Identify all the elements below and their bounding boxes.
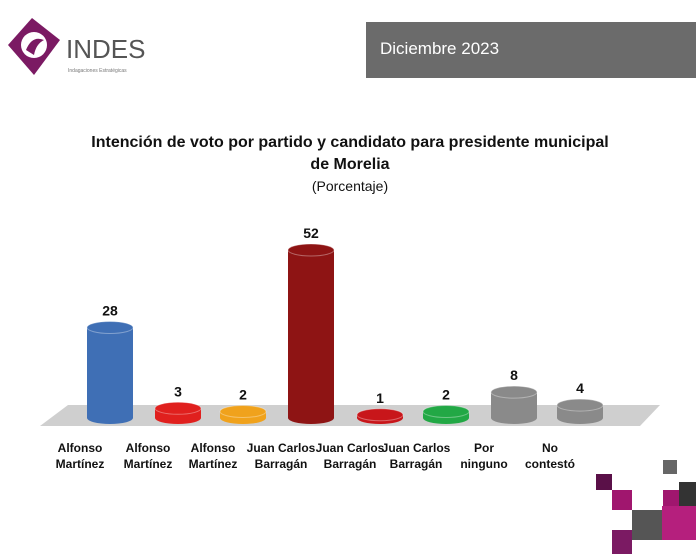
bar bbox=[219, 405, 267, 424]
value-label: 52 bbox=[303, 225, 319, 241]
bar bbox=[422, 405, 470, 424]
value-label: 2 bbox=[442, 387, 450, 403]
date: Diciembre 2023 bbox=[380, 39, 499, 58]
x-tick-label: No contestó bbox=[524, 441, 575, 471]
x-tick-label: Juan Carlos Barragán bbox=[246, 441, 316, 471]
tagline: Indagaciones Estratégicas bbox=[68, 68, 127, 74]
bar bbox=[490, 385, 538, 424]
x-tick-label: Por ninguno bbox=[460, 441, 508, 471]
bar bbox=[86, 321, 134, 424]
value-label: 4 bbox=[576, 380, 584, 396]
value-label: 8 bbox=[510, 367, 518, 383]
value-label: 2 bbox=[239, 387, 247, 403]
value-label: 28 bbox=[102, 303, 118, 319]
chart-subtitle: (Porcentaje) bbox=[311, 178, 389, 194]
brand: INDES bbox=[66, 34, 145, 64]
bar bbox=[154, 401, 202, 424]
date-banner bbox=[366, 22, 696, 78]
bar bbox=[287, 243, 335, 424]
bar bbox=[356, 408, 404, 424]
value-label: 1 bbox=[376, 390, 384, 406]
value-label: 3 bbox=[174, 383, 182, 399]
x-tick-label: Alfonso Martínez bbox=[188, 441, 238, 471]
chart-title: Intención de voto por partido y candidat… bbox=[91, 134, 609, 173]
bar bbox=[556, 398, 604, 424]
decoration bbox=[596, 460, 696, 554]
x-tick-label: Alfonso Martínez bbox=[123, 441, 173, 471]
x-tick-label: Juan Carlos Barragán bbox=[315, 441, 385, 471]
logo-icon bbox=[8, 18, 60, 75]
x-tick-label: Alfonso Martínez bbox=[55, 441, 105, 471]
x-tick-label: Juan Carlos Barragán bbox=[381, 441, 451, 471]
